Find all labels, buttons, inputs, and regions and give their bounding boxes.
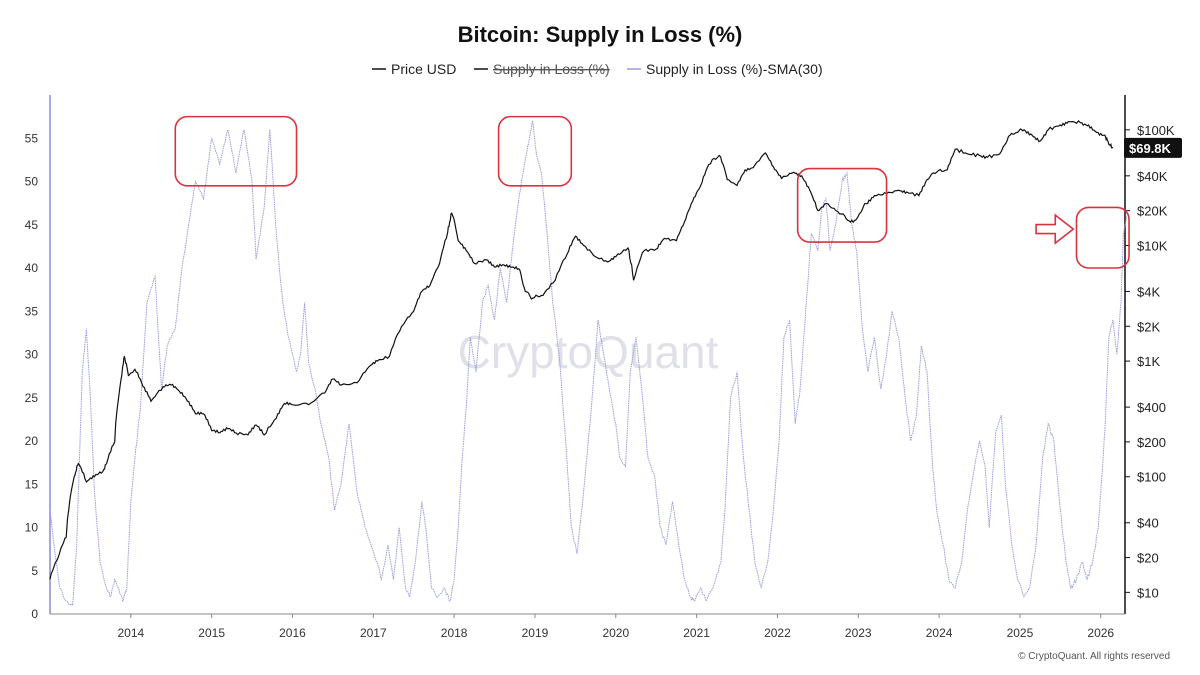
left-tick-label: 5 xyxy=(31,564,38,578)
x-tick-label: 2024 xyxy=(926,626,953,640)
left-tick-label: 10 xyxy=(25,521,39,535)
right-tick-label: $1K xyxy=(1137,354,1160,369)
x-tick-label: 2019 xyxy=(522,626,549,640)
x-tick-label: 2023 xyxy=(845,626,872,640)
right-tick-label: $20K xyxy=(1137,204,1168,219)
highlight-box xyxy=(174,115,298,187)
highlight-boxes xyxy=(174,115,1130,269)
axes xyxy=(49,95,1126,615)
legend-label-sma30: Supply in Loss (%)-SMA(30) xyxy=(646,61,823,77)
highlight-box xyxy=(497,115,573,187)
right-tick-label: $400 xyxy=(1137,400,1166,415)
highlight-box xyxy=(796,167,888,243)
x-tick-label: 2015 xyxy=(198,626,225,640)
left-tick-label: 40 xyxy=(25,261,39,275)
left-tick-label: 25 xyxy=(25,391,39,405)
legend-item-price[interactable]: Price USD xyxy=(372,61,456,77)
left-tick-label: 30 xyxy=(25,348,39,362)
legend-item-sma30[interactable]: Supply in Loss (%)-SMA(30) xyxy=(627,61,823,77)
right-tick-label: $10K xyxy=(1137,238,1168,253)
watermark: CryptoQuant xyxy=(458,326,719,378)
x-axis-ticks: 2014 2015 2016 2017 2018 2019 2020 2021 2022 2023… xyxy=(117,614,1114,640)
right-tick-label: $100K xyxy=(1137,123,1175,138)
right-tick-label: $10 xyxy=(1137,585,1159,600)
x-tick-label: 2018 xyxy=(441,626,468,640)
last-price-badge: $69.8K xyxy=(1124,137,1182,158)
right-tick-label: $20 xyxy=(1137,551,1159,566)
x-tick-label: 2025 xyxy=(1007,626,1034,640)
series-line-price xyxy=(49,120,1114,580)
last-price-badge-bg xyxy=(1124,137,1182,158)
x-tick-label: 2021 xyxy=(683,626,710,640)
x-tick-label: 2020 xyxy=(602,626,629,640)
copyright: © CryptoQuant. All rights reserved xyxy=(1018,651,1170,662)
legend-item-supply-in-loss[interactable]: Supply in Loss (%) xyxy=(474,61,610,77)
legend-label-supply-in-loss: Supply in Loss (%) xyxy=(493,61,610,77)
left-tick-label: 55 xyxy=(25,131,39,145)
left-axis-ticks: 0 5 10 15 20 25 30 35 40 45 50 55 xyxy=(25,131,39,621)
x-tick-label: 2014 xyxy=(117,626,144,640)
chart-title: Bitcoin: Supply in Loss (%) xyxy=(458,22,743,47)
legend-label-price: Price USD xyxy=(391,61,456,77)
right-tick-label: $4K xyxy=(1137,284,1160,299)
left-tick-label: 0 xyxy=(31,607,38,621)
highlight-box xyxy=(1075,206,1130,269)
left-tick-label: 45 xyxy=(25,218,39,232)
right-tick-label: $40 xyxy=(1137,516,1159,531)
last-price-badge-label: $69.8K xyxy=(1129,141,1172,156)
x-tick-label: 2017 xyxy=(360,626,387,640)
legend: Price USD Supply in Loss (%) Supply in L… xyxy=(372,61,823,77)
right-tick-label: $40K xyxy=(1137,169,1168,184)
left-tick-label: 15 xyxy=(25,477,39,491)
highlight-arrow xyxy=(1035,213,1075,245)
x-tick-label: 2022 xyxy=(764,626,791,640)
right-tick-label: $200 xyxy=(1137,435,1166,450)
arrow-icon xyxy=(1035,213,1075,245)
left-tick-label: 20 xyxy=(25,434,39,448)
x-tick-label: 2026 xyxy=(1087,626,1114,640)
right-axis-ticks: $10 $20 $40 $100 $200 $400 $1K $2K $4K $10K $20K $4… xyxy=(1125,123,1175,600)
series-line-sma30 xyxy=(49,120,1128,607)
left-tick-label: 35 xyxy=(25,304,39,318)
left-tick-label: 50 xyxy=(25,175,39,189)
x-tick-label: 2016 xyxy=(279,626,306,640)
right-tick-label: $2K xyxy=(1137,319,1160,334)
right-tick-label: $100 xyxy=(1137,470,1166,485)
